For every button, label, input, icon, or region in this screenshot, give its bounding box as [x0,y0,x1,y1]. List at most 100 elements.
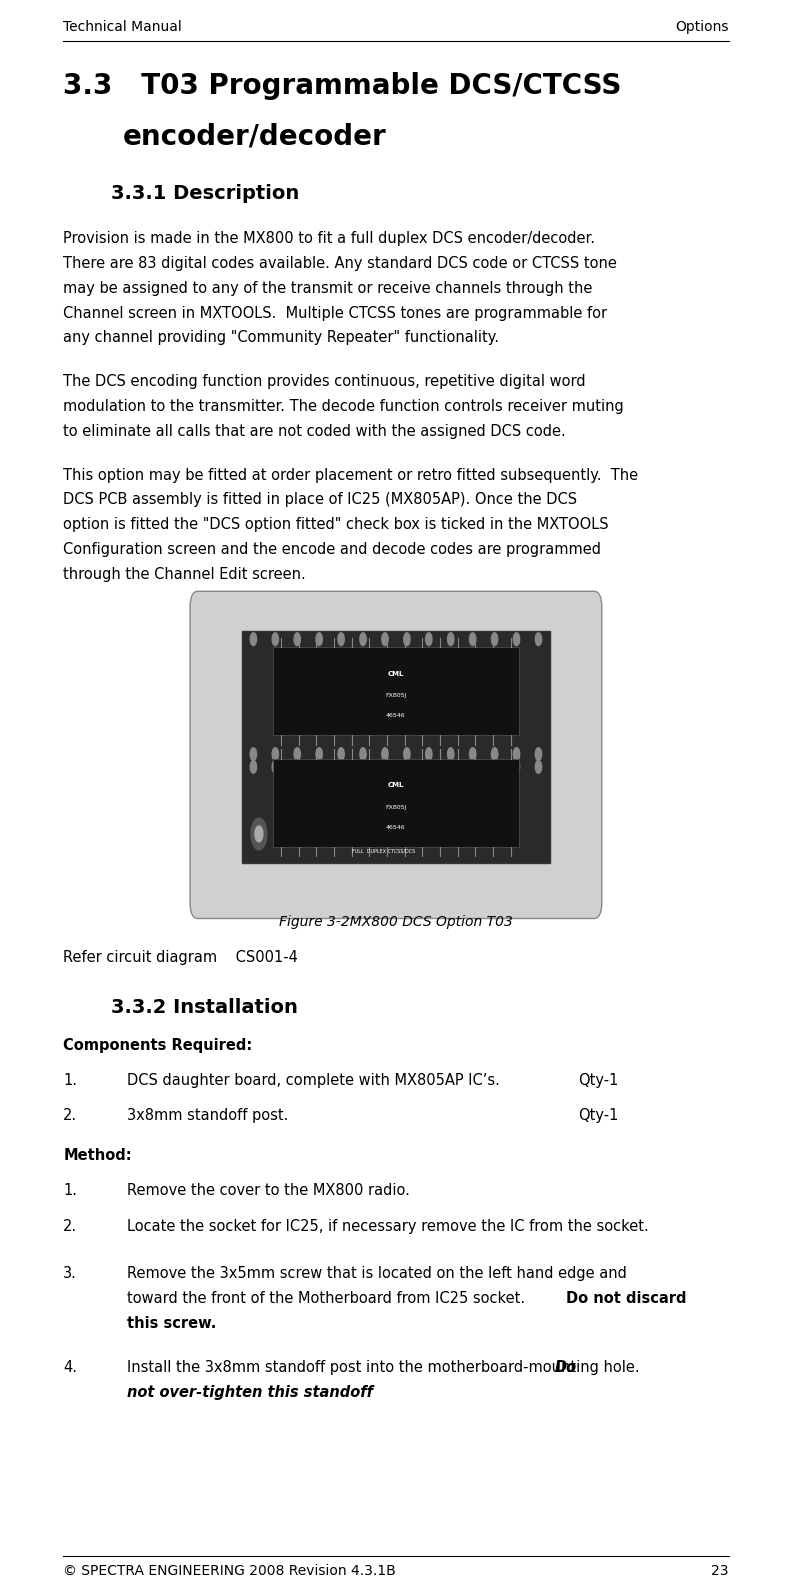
Text: 3.: 3. [63,1266,77,1282]
Circle shape [255,825,263,841]
Circle shape [338,747,344,760]
Text: This option may be fitted at order placement or retro fitted subsequently.  The: This option may be fitted at order place… [63,468,638,482]
Bar [273,758,519,846]
Text: this screw.: this screw. [127,1315,216,1331]
Text: 2.: 2. [63,1218,77,1234]
Text: option is fitted the "DCS option fitted" check box is ticked in the MXTOOLS: option is fitted the "DCS option fitted"… [63,517,609,531]
Text: Do: Do [555,1360,576,1374]
Circle shape [316,632,322,645]
Circle shape [338,632,344,645]
Text: 46546: 46546 [386,713,405,718]
Circle shape [316,760,322,772]
Text: .: . [345,1384,350,1400]
Circle shape [272,747,279,760]
Text: encoder/decoder: encoder/decoder [123,123,386,152]
Text: DCS daughter board, complete with MX805AP IC’s.: DCS daughter board, complete with MX805A… [127,1073,500,1088]
Circle shape [448,760,454,772]
Circle shape [251,747,257,760]
FancyBboxPatch shape [190,591,602,918]
Text: any channel providing "Community Repeater" functionality.: any channel providing "Community Repeate… [63,330,500,345]
Text: FULL  DUPLEX CTCSS/DCS: FULL DUPLEX CTCSS/DCS [353,847,416,852]
Circle shape [404,747,410,760]
Text: not over-tighten this standoff: not over-tighten this standoff [127,1384,373,1400]
Circle shape [272,760,279,772]
Text: 3x8mm standoff post.: 3x8mm standoff post. [127,1108,288,1124]
Text: DCS PCB assembly is fitted in place of IC25 (MX805AP). Once the DCS: DCS PCB assembly is fitted in place of I… [63,492,578,508]
Text: 1.: 1. [63,1183,77,1199]
Text: 2.: 2. [63,1108,77,1124]
Circle shape [469,760,476,772]
Circle shape [316,747,322,760]
Text: Locate the socket for IC25, if necessary remove the IC from the socket.: Locate the socket for IC25, if necessary… [127,1218,649,1234]
Text: © SPECTRA ENGINEERING 2008 Revision 4.3.1B: © SPECTRA ENGINEERING 2008 Revision 4.3.… [63,1564,396,1578]
Circle shape [492,632,498,645]
Text: 1.: 1. [63,1073,77,1088]
Text: The DCS encoding function provides continuous, repetitive digital word: The DCS encoding function provides conti… [63,375,586,389]
Circle shape [251,632,257,645]
Text: Method:: Method: [63,1148,132,1163]
Text: Options: Options [675,19,729,34]
Circle shape [425,760,432,772]
Text: Technical Manual: Technical Manual [63,19,182,34]
Circle shape [425,747,432,760]
Text: Remove the 3x5mm screw that is located on the left hand edge and: Remove the 3x5mm screw that is located o… [127,1266,626,1282]
Text: 23: 23 [711,1564,729,1578]
Text: Provision is made in the MX800 to fit a full duplex DCS encoder/decoder.: Provision is made in the MX800 to fit a … [63,231,595,246]
Circle shape [381,747,388,760]
Circle shape [404,760,410,772]
Text: 4.: 4. [63,1360,77,1374]
Circle shape [251,760,257,772]
Circle shape [513,747,519,760]
Circle shape [535,747,542,760]
Text: CML: CML [388,782,404,788]
Circle shape [535,760,542,772]
Circle shape [294,747,300,760]
Text: 3.3.2 Installation: 3.3.2 Installation [111,998,298,1017]
Text: Configuration screen and the encode and decode codes are programmed: Configuration screen and the encode and … [63,541,602,557]
Text: Install the 3x8mm standoff post into the motherboard-mounting hole.: Install the 3x8mm standoff post into the… [127,1360,644,1374]
Circle shape [360,747,366,760]
Circle shape [469,747,476,760]
Circle shape [360,760,366,772]
Text: FX805J: FX805J [385,804,407,809]
Text: Components Required:: Components Required: [63,1037,253,1053]
Text: Remove the cover to the MX800 radio.: Remove the cover to the MX800 radio. [127,1183,409,1199]
Circle shape [535,632,542,645]
Circle shape [492,760,498,772]
Text: Refer circuit diagram    CS001-4: Refer circuit diagram CS001-4 [63,950,298,966]
Text: Figure 3-2MX800 DCS Option T03: Figure 3-2MX800 DCS Option T03 [279,915,513,929]
Text: toward the front of the Motherboard from IC25 socket.: toward the front of the Motherboard from… [127,1291,529,1306]
Text: CML: CML [388,670,404,677]
Text: 3.3.1 Description: 3.3.1 Description [111,184,299,203]
Bar [242,630,551,862]
Circle shape [381,632,388,645]
Circle shape [338,760,344,772]
Text: 46546: 46546 [386,825,405,830]
Text: Qty-1: Qty-1 [578,1108,618,1124]
Circle shape [360,632,366,645]
Circle shape [448,747,454,760]
Text: through the Channel Edit screen.: through the Channel Edit screen. [63,567,306,581]
Text: 3.3   T03 Programmable DCS/CTCSS: 3.3 T03 Programmable DCS/CTCSS [63,72,622,101]
Text: There are 83 digital codes available. Any standard DCS code or CTCSS tone: There are 83 digital codes available. An… [63,257,617,271]
Circle shape [404,632,410,645]
Circle shape [448,632,454,645]
Text: modulation to the transmitter. The decode function controls receiver muting: modulation to the transmitter. The decod… [63,399,624,413]
Circle shape [425,632,432,645]
Text: Qty-1: Qty-1 [578,1073,618,1088]
Circle shape [294,632,300,645]
Circle shape [492,747,498,760]
Circle shape [469,632,476,645]
Text: Channel screen in MXTOOLS.  Multiple CTCSS tones are programmable for: Channel screen in MXTOOLS. Multiple CTCS… [63,306,607,321]
Text: to eliminate all calls that are not coded with the assigned DCS code.: to eliminate all calls that are not code… [63,423,566,439]
Text: FX805J: FX805J [385,693,407,697]
Circle shape [272,632,279,645]
Circle shape [251,817,267,849]
Text: Do not discard: Do not discard [566,1291,686,1306]
Bar [273,646,519,734]
Circle shape [513,632,519,645]
Circle shape [513,760,519,772]
Text: may be assigned to any of the transmit or receive channels through the: may be assigned to any of the transmit o… [63,281,593,295]
Circle shape [294,760,300,772]
Circle shape [381,760,388,772]
